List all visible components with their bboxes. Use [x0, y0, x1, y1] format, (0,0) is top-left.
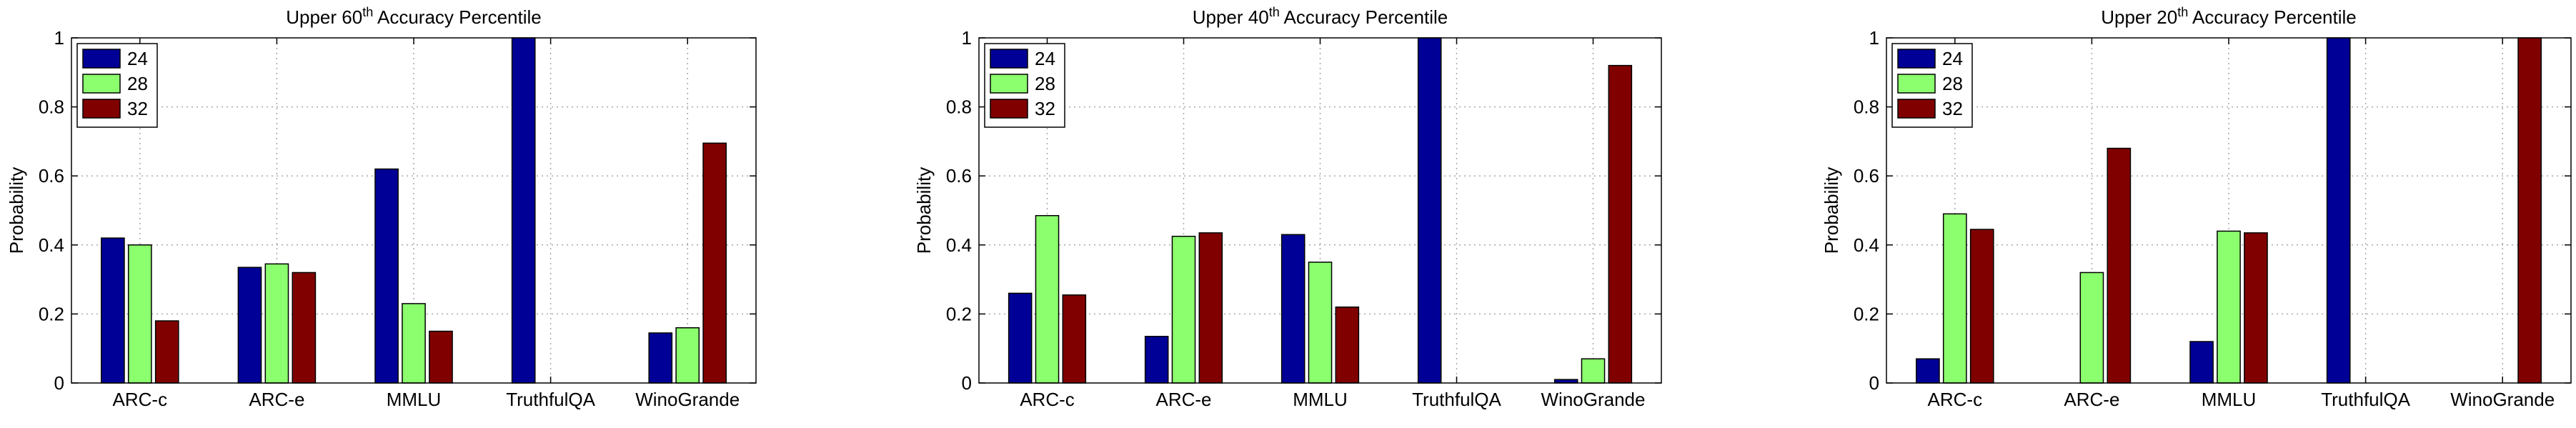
bar-series-24-WinoGrande: [649, 333, 672, 383]
x-tick-label: WinoGrande: [2450, 389, 2555, 410]
bar-series-28-ARC-e: [2080, 272, 2103, 383]
y-tick-label: 0.2: [946, 303, 972, 324]
bar-series-24-MMLU: [1282, 234, 1305, 383]
bar-series-32-MMLU: [1336, 307, 1358, 383]
bar-series-32-WinoGrande: [703, 143, 726, 383]
legend-label-32: 32: [127, 98, 148, 119]
x-tick-label: WinoGrande: [1541, 389, 1646, 410]
chart-panel-2: 0 0.2 0.4 0.6 0.8 1 ARC-c ARC-e MMLU TruthfulQA Wi…: [913, 5, 1661, 410]
legend-swatch-24: [83, 49, 120, 68]
bar-series-32-ARC-e: [1199, 233, 1222, 383]
y-tick-label: 0.6: [39, 165, 64, 186]
bar-series-24-ARC-e: [238, 267, 261, 383]
y-tick-label: 0: [54, 372, 64, 394]
legend-swatch-24: [1898, 49, 1935, 68]
x-tick-label: MMLU: [387, 389, 442, 410]
bar-series-28-ARC-c: [129, 245, 151, 383]
y-tick-label: 0.6: [1854, 165, 1879, 186]
bar-series-28-ARC-c: [1035, 216, 1058, 383]
y-tick-label: 0.8: [39, 96, 64, 118]
bar-series-24-MMLU: [375, 169, 398, 383]
legend-swatch-32: [83, 99, 120, 118]
y-tick-label: 1: [54, 27, 64, 49]
legend-label-28: 28: [1942, 73, 1963, 94]
legend-label-28: 28: [1035, 73, 1055, 94]
bar-series-24-TruthfulQA: [512, 38, 535, 383]
bar-series-24-ARC-c: [1009, 293, 1032, 383]
bar-series-24-TruthfulQA: [2327, 38, 2350, 383]
legend-label-32: 32: [1035, 98, 1055, 119]
x-tick-label: ARC-e: [1155, 389, 1211, 410]
y-tick-label: 0.8: [1854, 96, 1879, 118]
legend-swatch-24: [990, 49, 1028, 68]
chart-panel-3: 0 0.2 0.4 0.6 0.8 1 ARC-c ARC-e MMLU TruthfulQA Wi…: [1821, 5, 2571, 410]
legend-swatch-32: [1898, 99, 1935, 118]
y-axis-label: Probability: [6, 167, 27, 254]
y-tick-label: 0.2: [39, 303, 64, 324]
legend-label-24: 24: [127, 48, 148, 69]
bar-series-32-ARC-e: [2107, 149, 2130, 383]
legend-label-24: 24: [1035, 48, 1055, 69]
legend-label-32: 32: [1942, 98, 1963, 119]
bar-series-28-ARC-c: [1944, 214, 1966, 383]
y-tick-label: 1: [962, 27, 972, 49]
y-tick-label: 0.4: [1854, 234, 1879, 256]
bar-series-28-ARC-e: [1172, 237, 1195, 383]
bar-series-32-ARC-e: [292, 272, 315, 383]
x-tick-label: MMLU: [2202, 389, 2257, 410]
legend: 24 28 32: [77, 44, 157, 127]
y-axis-label: Probability: [913, 167, 935, 254]
legend: 24 28 32: [985, 44, 1065, 127]
y-axis-label: Probability: [1821, 167, 1842, 254]
bar-series-28-WinoGrande: [676, 328, 699, 383]
legend-label-24: 24: [1942, 48, 1963, 69]
bar-series-32-WinoGrande: [1608, 66, 1631, 383]
y-tick-label: 0: [1869, 372, 1879, 394]
bar-series-32-WinoGrande: [2518, 38, 2541, 383]
bar-series-28-ARC-e: [265, 264, 288, 383]
legend: 24 28 32: [1892, 44, 1972, 127]
bar-series-24-ARC-c: [1916, 359, 1939, 383]
x-tick-label: ARC-c: [113, 389, 168, 410]
legend-swatch-28: [83, 74, 120, 93]
legend-label-28: 28: [127, 73, 148, 94]
bar-series-28-WinoGrande: [1581, 359, 1604, 383]
x-tick-label: MMLU: [1293, 389, 1348, 410]
chart-title: Upper 60th Accuracy Percentile: [286, 5, 542, 28]
bar-series-32-ARC-c: [1971, 229, 1994, 383]
bar-series-32-MMLU: [2244, 233, 2267, 383]
legend-swatch-28: [1898, 74, 1935, 93]
x-tick-label: TruthfulQA: [2321, 389, 2410, 410]
y-tick-label: 0.2: [1854, 303, 1879, 324]
x-tick-label: ARC-e: [249, 389, 304, 410]
chart-title: Upper 40th Accuracy Percentile: [1193, 5, 1448, 28]
bar-series-28-MMLU: [402, 304, 425, 383]
x-tick-label: ARC-c: [1020, 389, 1075, 410]
bar-series-24-ARC-c: [101, 238, 124, 383]
x-tick-label: TruthfulQA: [1412, 389, 1501, 410]
legend-swatch-28: [990, 74, 1028, 93]
bar-series-28-MMLU: [2217, 231, 2240, 383]
chart-title: Upper 20th Accuracy Percentile: [2101, 5, 2357, 28]
bar-series-32-ARC-c: [156, 321, 179, 383]
legend-swatch-32: [990, 99, 1028, 118]
y-tick-label: 0.6: [946, 165, 972, 186]
y-tick-label: 1: [1869, 27, 1879, 49]
bar-series-32-MMLU: [429, 332, 452, 383]
x-tick-label: ARC-e: [2064, 389, 2119, 410]
bar-series-32-ARC-c: [1063, 295, 1085, 383]
y-tick-label: 0: [962, 372, 972, 394]
bar-series-28-MMLU: [1308, 262, 1331, 383]
y-tick-label: 0.4: [946, 234, 972, 256]
bar-series-24-MMLU: [2190, 342, 2213, 383]
x-tick-label: ARC-c: [1928, 389, 1983, 410]
bar-series-24-TruthfulQA: [1418, 38, 1441, 383]
x-tick-label: TruthfulQA: [506, 389, 595, 410]
x-tick-label: WinoGrande: [635, 389, 740, 410]
y-tick-label: 0.8: [946, 96, 972, 118]
chart-panel-1: 0 0.2 0.4 0.6 0.8 1 ARC-c ARC-e MMLU TruthfulQA Wi…: [6, 5, 756, 410]
bar-series-24-ARC-e: [1145, 337, 1168, 383]
y-tick-label: 0.4: [39, 234, 64, 256]
